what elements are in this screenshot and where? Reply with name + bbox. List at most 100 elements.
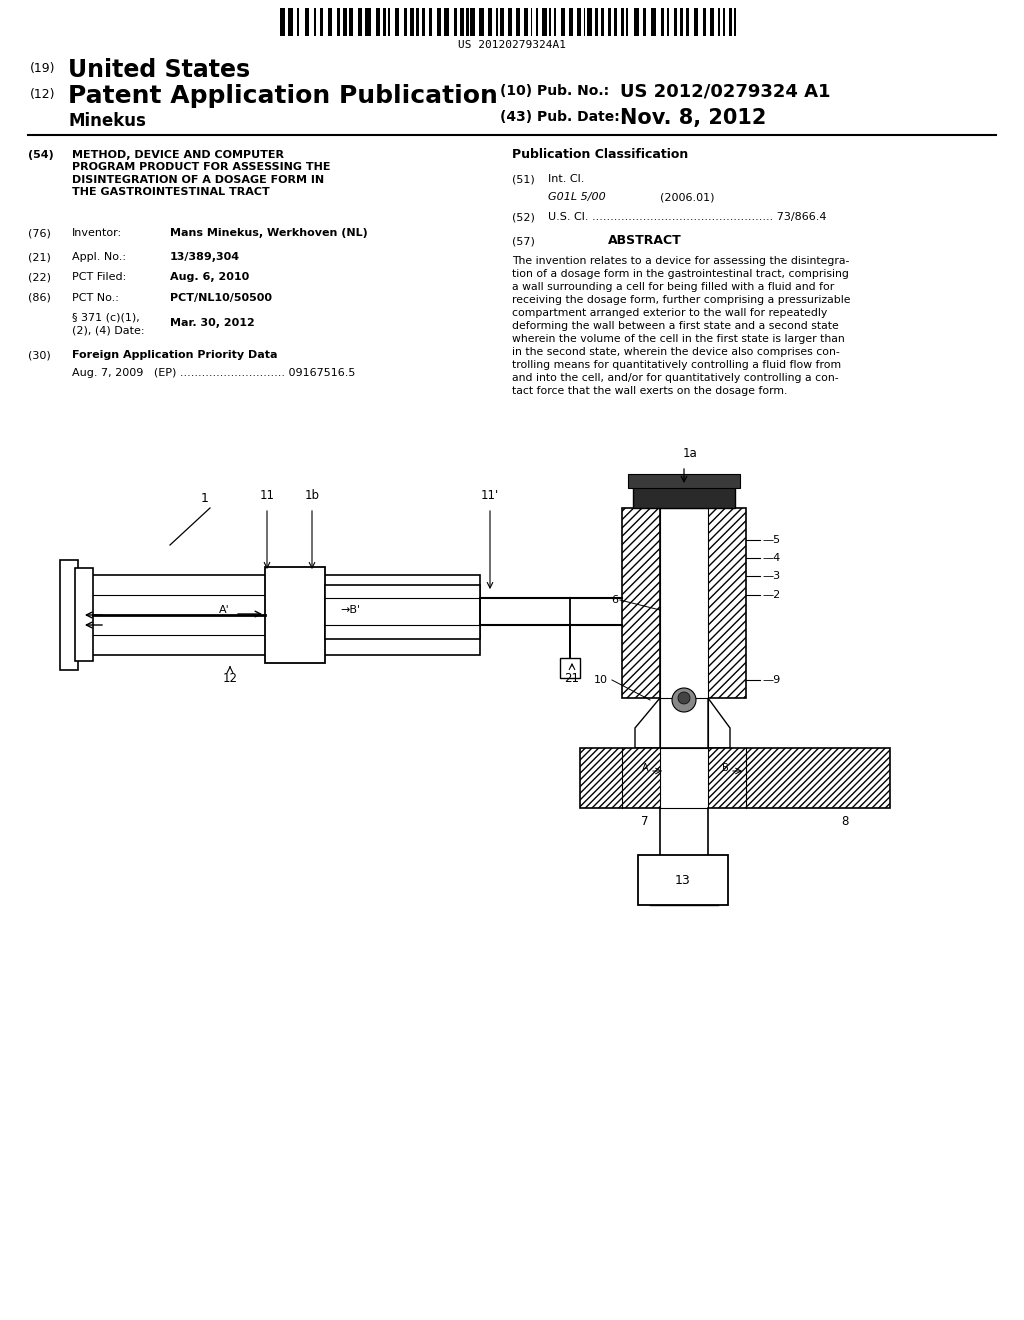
Bar — [729, 8, 732, 36]
Text: 8: 8 — [842, 814, 849, 828]
Bar — [660, 8, 664, 36]
Text: (54): (54) — [28, 150, 53, 160]
Bar — [638, 855, 728, 906]
Bar — [394, 8, 399, 36]
Bar — [479, 8, 483, 36]
Bar — [411, 8, 414, 36]
Bar — [622, 508, 660, 698]
Text: —4: —4 — [762, 553, 780, 564]
Text: (30): (30) — [28, 350, 51, 360]
Circle shape — [678, 692, 690, 704]
Bar — [460, 8, 464, 36]
Bar — [542, 8, 547, 36]
Text: Inventor:: Inventor: — [72, 228, 122, 238]
Bar — [711, 8, 714, 36]
Text: Foreign Application Priority Data: Foreign Application Priority Data — [72, 350, 278, 360]
Bar — [488, 8, 492, 36]
Text: 7: 7 — [641, 814, 649, 828]
Text: (2006.01): (2006.01) — [660, 191, 715, 202]
Text: Publication Classification: Publication Classification — [512, 148, 688, 161]
Text: Nov. 8, 2012: Nov. 8, 2012 — [620, 108, 766, 128]
Bar — [516, 8, 520, 36]
Text: —2: —2 — [762, 590, 780, 601]
Bar — [549, 8, 551, 36]
Text: The invention relates to a device for assessing the disintegra-
tion of a dosage: The invention relates to a device for as… — [512, 256, 851, 396]
Bar — [633, 486, 735, 508]
Text: A': A' — [219, 605, 230, 615]
Text: US 2012/0279324 A1: US 2012/0279324 A1 — [620, 83, 830, 102]
Bar — [325, 585, 480, 639]
Bar — [297, 8, 299, 36]
Bar — [337, 8, 340, 36]
Text: Mans Minekus, Werkhoven (NL): Mans Minekus, Werkhoven (NL) — [170, 228, 368, 238]
Bar — [595, 8, 598, 36]
Text: →B': →B' — [340, 605, 360, 615]
Bar — [496, 8, 498, 36]
Text: METHOD, DEVICE AND COMPUTER
PROGRAM PRODUCT FOR ASSESSING THE
DISINTEGRATION OF : METHOD, DEVICE AND COMPUTER PROGRAM PROD… — [72, 150, 331, 197]
Bar — [319, 8, 323, 36]
Bar — [608, 8, 611, 36]
Text: Aug. 6, 2010: Aug. 6, 2010 — [170, 272, 249, 282]
Text: Mar. 30, 2012: Mar. 30, 2012 — [170, 318, 255, 327]
Text: —5: —5 — [762, 535, 780, 545]
Text: B: B — [722, 763, 728, 774]
Text: A: A — [642, 763, 648, 774]
Bar — [90, 576, 480, 655]
Text: (19): (19) — [30, 62, 55, 75]
Bar — [584, 8, 586, 36]
Bar — [614, 8, 617, 36]
Text: (57): (57) — [512, 236, 535, 246]
Text: (22): (22) — [28, 272, 51, 282]
Text: (12): (12) — [30, 88, 55, 102]
Bar — [560, 657, 580, 678]
Bar — [444, 8, 450, 36]
Bar — [466, 8, 469, 36]
Bar — [500, 8, 504, 36]
Bar — [643, 8, 646, 36]
Text: 1: 1 — [201, 492, 209, 506]
Bar — [404, 8, 408, 36]
Bar — [693, 8, 698, 36]
Text: 12: 12 — [222, 672, 238, 685]
Polygon shape — [635, 698, 660, 748]
Bar — [288, 8, 293, 36]
Text: Aug. 7, 2009   (EP) ............................. 09167516.5: Aug. 7, 2009 (EP) ......................… — [72, 368, 355, 378]
Text: PCT Filed:: PCT Filed: — [72, 272, 126, 282]
Text: 10: 10 — [594, 675, 608, 685]
Bar — [724, 8, 725, 36]
Bar — [422, 8, 425, 36]
Text: Patent Application Publication: Patent Application Publication — [68, 84, 498, 108]
Text: —3: —3 — [762, 572, 780, 581]
Text: United States: United States — [68, 58, 250, 82]
Text: (76): (76) — [28, 228, 51, 238]
Text: (10) Pub. No.:: (10) Pub. No.: — [500, 84, 609, 98]
Bar — [314, 8, 316, 36]
Text: G01L 5/00: G01L 5/00 — [548, 191, 606, 202]
Bar — [366, 8, 371, 36]
Text: Appl. No.:: Appl. No.: — [72, 252, 126, 261]
Bar — [622, 8, 625, 36]
Text: (43) Pub. Date:: (43) Pub. Date: — [500, 110, 620, 124]
Bar — [536, 8, 539, 36]
Bar — [417, 8, 419, 36]
Bar — [75, 568, 93, 661]
Bar — [524, 8, 527, 36]
Bar — [530, 8, 532, 36]
Text: U.S. Cl. .................................................. 73/866.4: U.S. Cl. ...............................… — [548, 213, 826, 222]
Bar — [601, 8, 603, 36]
Bar — [429, 8, 432, 36]
Text: Int. Cl.: Int. Cl. — [548, 174, 585, 183]
Bar — [454, 8, 457, 36]
Text: 6: 6 — [611, 595, 618, 605]
Bar — [508, 8, 512, 36]
Text: (51): (51) — [512, 174, 535, 183]
Bar — [305, 8, 309, 36]
Bar — [265, 568, 325, 663]
Bar — [343, 8, 347, 36]
Bar — [437, 8, 441, 36]
Bar — [660, 508, 708, 698]
Text: 13: 13 — [675, 874, 691, 887]
Bar — [561, 8, 564, 36]
Text: 11': 11' — [481, 488, 499, 502]
Text: US 20120279324A1: US 20120279324A1 — [458, 40, 566, 50]
